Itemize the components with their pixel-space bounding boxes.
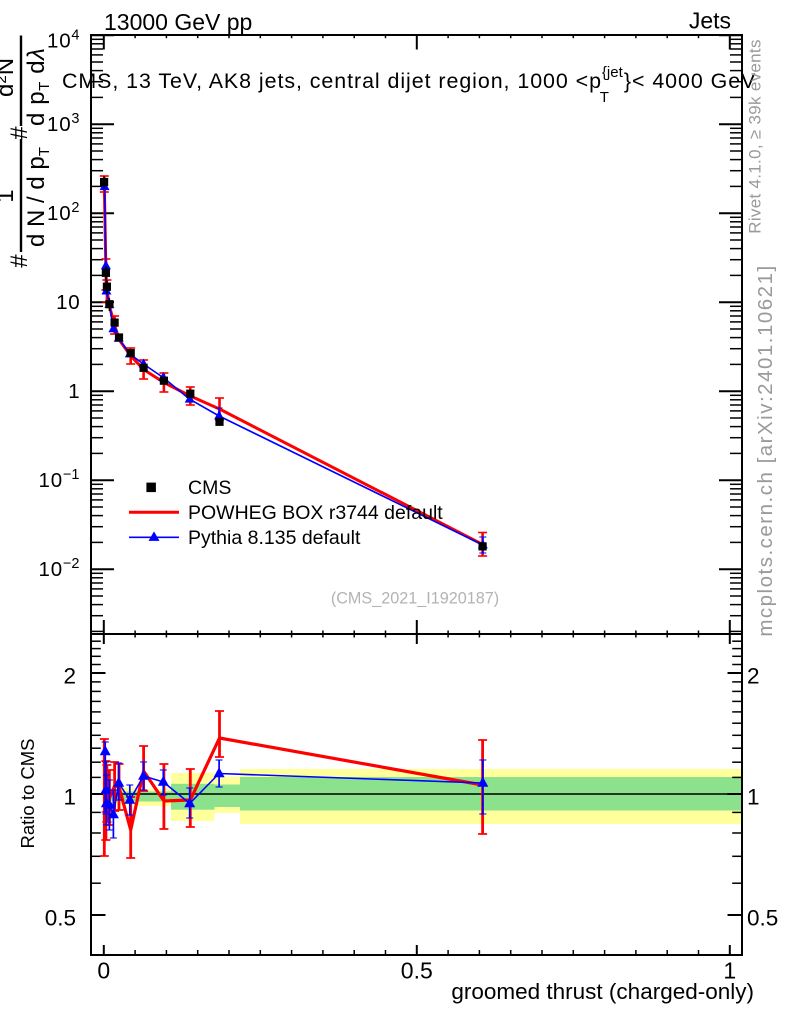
- svg-text:1: 1: [747, 785, 760, 810]
- svg-text:0: 0: [97, 958, 110, 984]
- svg-text:Ratio to CMS: Ratio to CMS: [17, 738, 38, 848]
- svg-text:0.5: 0.5: [401, 958, 433, 984]
- svg-text:10: 10: [56, 291, 80, 314]
- svg-text:#: #: [6, 254, 33, 268]
- svg-text:(CMS_2021_I1920187): (CMS_2021_I1920187): [331, 590, 499, 608]
- svg-text:mcplots.cern.ch [arXiv:2401.10: mcplots.cern.ch [arXiv:2401.10621]: [754, 264, 777, 636]
- svg-text:10−2: 10−2: [39, 556, 80, 581]
- svg-text:1: 1: [68, 380, 80, 403]
- svg-text:1: 1: [723, 958, 736, 984]
- svg-text:10−1: 10−1: [39, 467, 80, 492]
- svg-text:CMS: CMS: [188, 477, 231, 499]
- svg-text:13000 GeV pp: 13000 GeV pp: [104, 9, 252, 35]
- svg-text:POWHEG BOX r3744 default: POWHEG BOX r3744 default: [188, 502, 443, 524]
- svg-text:d N / d pT: d N / d pT: [23, 147, 53, 247]
- svg-text:d2N: d2N: [0, 58, 19, 97]
- svg-text:Rivet 4.1.0, ≥ 39k events: Rivet 4.1.0, ≥ 39k events: [746, 39, 765, 233]
- svg-text:2: 2: [747, 664, 760, 689]
- svg-text:Pythia 8.135 default: Pythia 8.135 default: [188, 527, 361, 549]
- svg-text:groomed thrust (charged-only): groomed thrust (charged-only): [451, 979, 754, 1004]
- svg-text:0.5: 0.5: [747, 906, 778, 931]
- svg-text:#: #: [6, 126, 33, 140]
- svg-text:1: 1: [0, 189, 19, 202]
- svg-text:0.5: 0.5: [45, 906, 76, 931]
- svg-text:Jets: Jets: [689, 8, 731, 34]
- svg-text:1: 1: [63, 785, 76, 810]
- svg-text:2: 2: [63, 664, 76, 689]
